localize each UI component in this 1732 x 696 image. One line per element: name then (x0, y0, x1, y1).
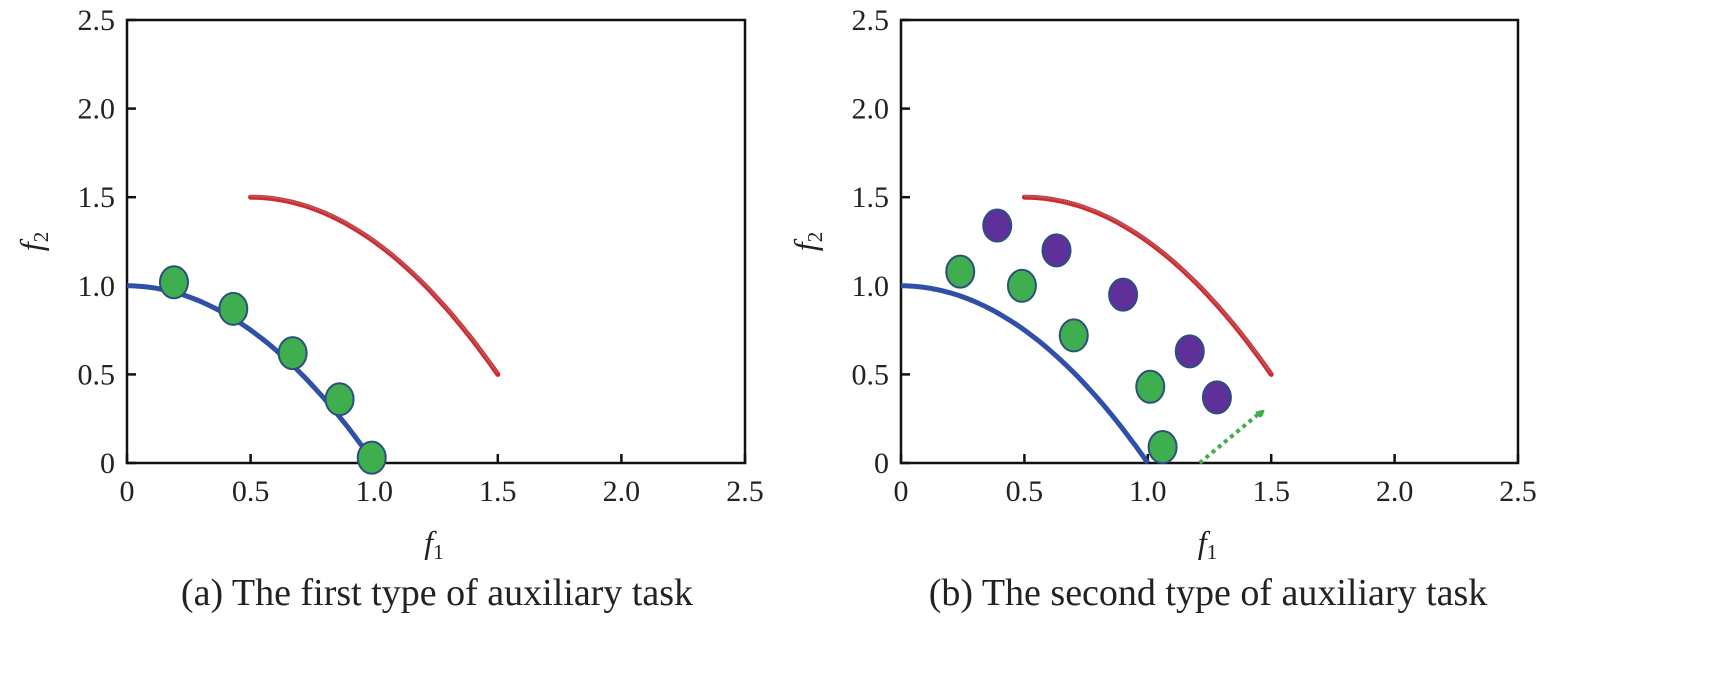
y-tick-label: 0.5 (78, 358, 116, 391)
true-pareto-front-curve (127, 283, 377, 465)
x-tick-label: 1.5 (479, 475, 517, 508)
y-tick-label: 2.0 (78, 93, 116, 126)
green-solution-point (324, 382, 355, 417)
purple-solution-point (1108, 277, 1139, 312)
x-axis-label-subscript: 1 (1207, 540, 1218, 564)
plot-frame (125, 18, 747, 465)
y-axis-label: f2 (787, 232, 827, 251)
purple-solution-point (1201, 380, 1232, 415)
y-tick-label: 2.0 (852, 93, 890, 126)
green-solution-point (356, 440, 387, 475)
x-tick-label: 0.5 (1006, 475, 1044, 508)
purple-solution-point (982, 208, 1013, 243)
y-axis-label-subscript: 2 (803, 232, 827, 243)
purple-solution-point (1174, 334, 1205, 369)
green-solution-point (1135, 369, 1166, 404)
green-solution-point (158, 265, 189, 300)
x-tick-label: 2.0 (1376, 475, 1414, 508)
y-tick-label: 2.5 (852, 4, 890, 37)
y-tick-label: 0 (100, 447, 115, 480)
y-tick-label: 1.5 (852, 181, 890, 214)
green-solution-point (277, 336, 308, 371)
x-axis-label: f1 (424, 524, 443, 564)
chart-panel-a: 0 0.5 1.0 1.5 2.0 2.5 0 0.5 1.0 1.5 2.0 2.5 f1 f2 (a) … (13, 4, 764, 614)
y-tick-label: 1.0 (852, 270, 890, 303)
green-solution-point (1058, 318, 1089, 353)
y-tick-label: 2.5 (78, 4, 116, 37)
chart-panel-b: 0 0.5 1.0 1.5 2.0 2.5 0 0.5 1.0 1.5 2.0 2.5 f1 f2 (b) … (787, 4, 1537, 614)
x-tick-label: 2.5 (726, 475, 764, 508)
panel-caption: (b) The second type of auxiliary task (929, 572, 1488, 614)
green-solution-point (218, 291, 249, 326)
y-tick-label: 1.0 (78, 270, 116, 303)
x-tick-label: 0 (120, 475, 135, 508)
true-pareto-front-curve (901, 283, 1150, 465)
y-axis-label: f2 (13, 232, 53, 251)
x-axis-label: f1 (1198, 524, 1217, 564)
x-tick-label: 1.5 (1252, 475, 1290, 508)
purple-solution-point (1041, 233, 1072, 268)
green-solution-point (1006, 268, 1037, 303)
x-tick-label: 2.5 (1499, 475, 1537, 508)
panel-caption: (a) The first type of auxiliary task (181, 572, 693, 614)
plot-frame (899, 18, 1520, 465)
y-tick-label: 0.5 (852, 358, 890, 391)
green-solution-point (1147, 430, 1178, 465)
y-tick-label: 1.5 (78, 181, 116, 214)
green-solution-point (945, 254, 976, 289)
x-tick-label: 1.0 (355, 475, 393, 508)
x-tick-label: 2.0 (603, 475, 641, 508)
x-axis-label-subscript: 1 (433, 540, 444, 564)
y-axis-label-subscript: 2 (29, 232, 53, 243)
shifted-pareto-front-overlay (1024, 195, 1273, 374)
x-tick-label: 1.0 (1129, 475, 1167, 508)
shifted-pareto-front-curve (1021, 194, 1274, 377)
y-tick-label: 0 (874, 447, 889, 480)
x-tick-label: 0 (894, 475, 909, 508)
direction-arrow (1198, 412, 1262, 465)
x-tick-label: 0.5 (232, 475, 270, 508)
